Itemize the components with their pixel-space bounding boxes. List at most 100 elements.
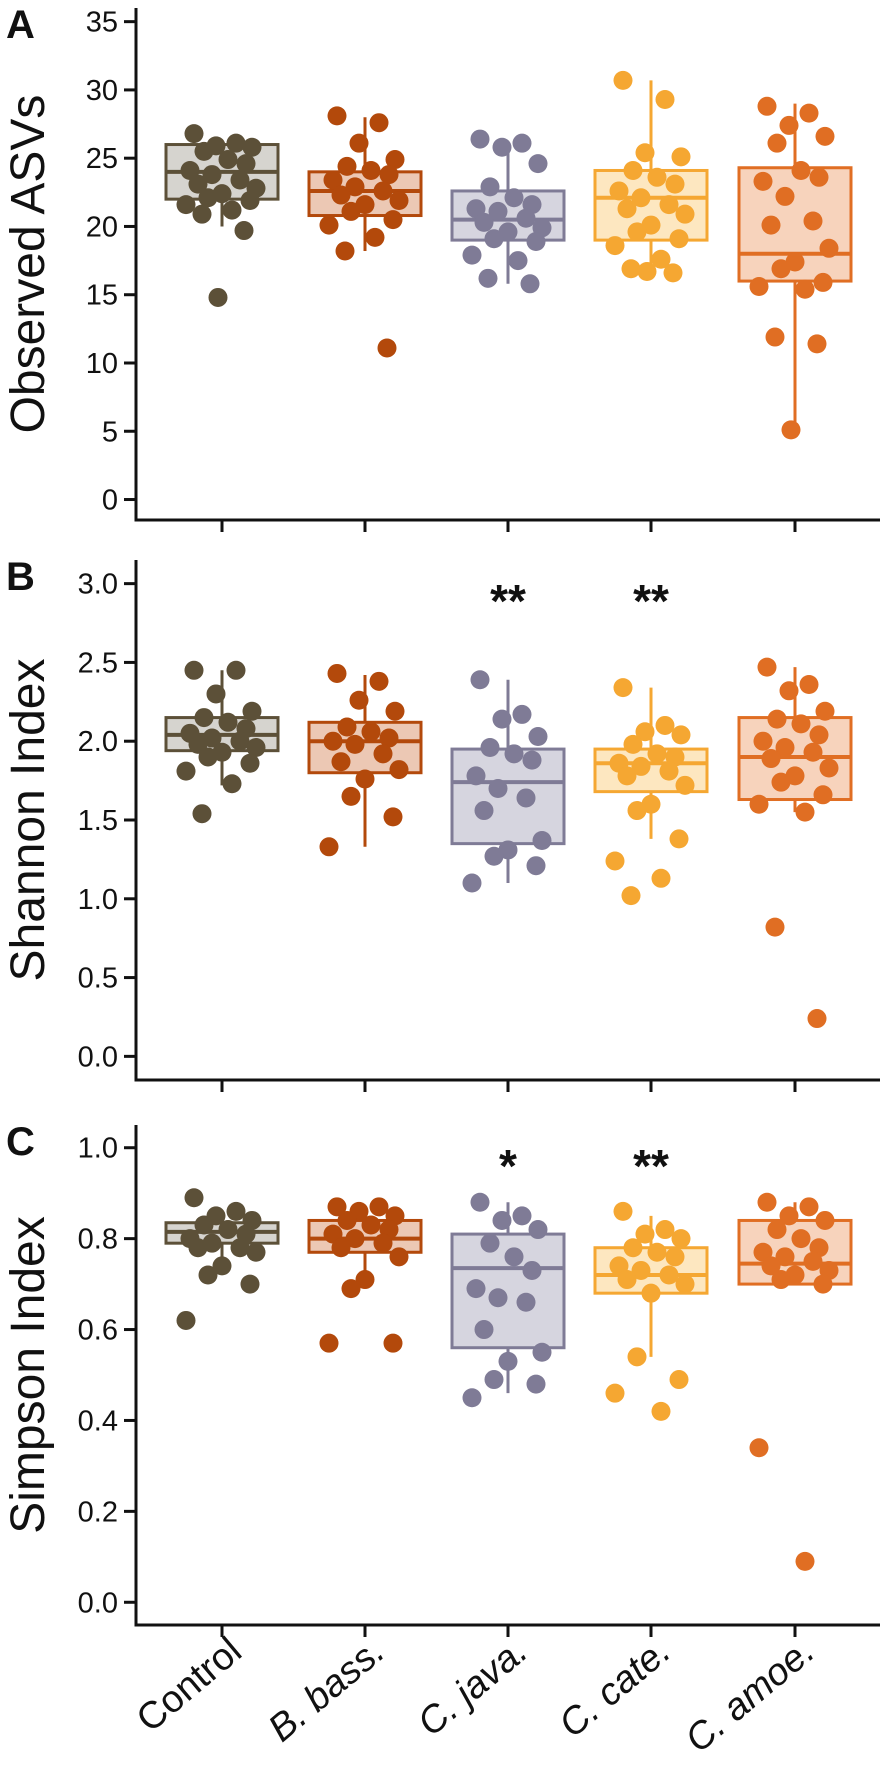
data-point — [188, 174, 208, 194]
data-point — [389, 1247, 409, 1267]
data-point — [212, 1256, 232, 1276]
data-point — [528, 726, 548, 746]
data-point — [791, 160, 811, 180]
data-point — [512, 1206, 532, 1226]
data-point — [355, 1270, 375, 1290]
y-tick-label: 5 — [102, 416, 118, 448]
data-point — [218, 1220, 238, 1240]
data-point — [795, 802, 815, 822]
data-point — [504, 188, 524, 208]
data-point — [609, 181, 629, 201]
data-point — [765, 917, 785, 937]
y-tick-label: 0.2 — [78, 1496, 118, 1528]
data-point — [627, 222, 647, 242]
data-point — [671, 725, 691, 745]
data-point — [799, 674, 819, 694]
data-point — [480, 177, 500, 197]
data-point — [176, 761, 196, 781]
data-point — [230, 170, 250, 190]
data-point — [757, 1192, 777, 1212]
data-point — [761, 215, 781, 235]
data-point — [377, 338, 397, 358]
y-tick-label: 15 — [86, 280, 118, 312]
x-axis-category-labels: Control B. bass. C. java. C. cate.C. amoe. — [129, 1630, 823, 1761]
data-point — [208, 287, 228, 307]
data-point — [369, 1197, 389, 1217]
data-point — [771, 1270, 791, 1290]
data-point — [775, 186, 795, 206]
data-point — [647, 744, 667, 764]
data-point — [779, 681, 799, 701]
data-point — [337, 717, 357, 737]
data-point — [341, 1279, 361, 1299]
data-point — [771, 259, 791, 279]
data-point — [627, 801, 647, 821]
data-point — [385, 701, 405, 721]
data-point — [795, 279, 815, 299]
data-point — [226, 1201, 246, 1221]
data-point — [488, 1288, 508, 1308]
data-point — [757, 96, 777, 116]
data-point — [345, 177, 365, 197]
data-point — [671, 1229, 691, 1249]
data-point — [498, 1351, 518, 1371]
data-point — [226, 660, 246, 680]
data-point — [757, 657, 777, 677]
data-point — [345, 734, 365, 754]
data-point — [651, 1401, 671, 1421]
data-point — [226, 133, 246, 153]
data-point — [767, 709, 787, 729]
data-point — [198, 747, 218, 767]
data-point — [813, 785, 833, 805]
data-point — [803, 742, 823, 762]
data-point — [809, 167, 829, 187]
data-point — [623, 1238, 643, 1258]
data-point — [331, 752, 351, 772]
data-point — [230, 1238, 250, 1258]
data-point — [651, 249, 671, 269]
data-point — [775, 1247, 795, 1267]
data-point — [809, 725, 829, 745]
data-point — [528, 154, 548, 174]
data-point — [631, 756, 651, 776]
data-point — [613, 678, 633, 698]
data-point — [383, 1333, 403, 1353]
data-point — [675, 1274, 695, 1294]
data-point — [218, 150, 238, 170]
data-point — [605, 236, 625, 256]
data-point — [767, 1220, 787, 1240]
data-point — [765, 327, 785, 347]
data-point — [194, 1215, 214, 1235]
x-category-label: C. java. — [410, 1630, 536, 1745]
data-point — [771, 772, 791, 792]
data-point — [504, 1247, 524, 1267]
data-point — [522, 1260, 542, 1280]
data-point — [637, 262, 657, 282]
data-point — [635, 143, 655, 163]
data-point — [803, 1251, 823, 1271]
data-point — [361, 160, 381, 180]
data-point — [474, 212, 494, 232]
y-tick-label: 30 — [86, 75, 118, 107]
data-point — [655, 715, 675, 735]
data-point — [623, 160, 643, 180]
data-point — [478, 268, 498, 288]
data-point — [389, 191, 409, 211]
data-point — [488, 778, 508, 798]
data-point — [345, 1229, 365, 1249]
y-axis-title: Simpson Index — [2, 1216, 55, 1534]
data-point — [675, 204, 695, 224]
data-point — [807, 334, 827, 354]
data-point — [198, 1265, 218, 1285]
data-point — [184, 124, 204, 144]
data-point — [516, 1292, 536, 1312]
data-point — [749, 277, 769, 297]
y-tick-label: 25 — [86, 143, 118, 175]
y-tick-label: 0.8 — [78, 1224, 118, 1256]
significance-marker: ** — [633, 1140, 669, 1192]
x-category-label: C. cate. — [551, 1630, 678, 1746]
data-point — [621, 259, 641, 279]
data-point — [349, 690, 369, 710]
data-point — [617, 199, 637, 219]
data-point — [516, 788, 536, 808]
